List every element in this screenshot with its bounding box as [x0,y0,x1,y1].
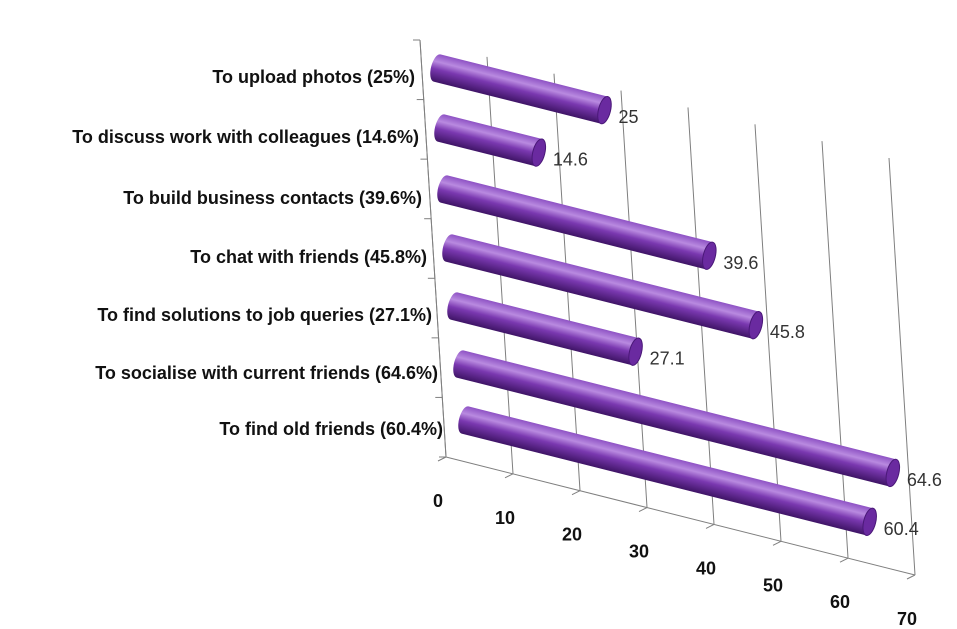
x-tick-label: 70 [897,609,917,629]
data-label: 14.6 [553,150,588,170]
axes [413,39,916,580]
x-tick-mark [906,574,916,580]
x-tick-label: 10 [495,508,515,528]
bar [458,406,877,536]
bar [437,175,717,270]
x-tick-label: 20 [562,525,582,545]
category-label: To chat with friends (45.8%) [190,247,427,267]
category-label: To discuss work with colleagues (14.6%) [72,127,419,147]
category-label: To upload photos (25%) [212,67,415,87]
data-label: 39.6 [723,253,758,273]
bar [434,114,547,167]
data-label: 27.1 [650,349,685,369]
category-label: To build business contacts (39.6%) [123,188,422,208]
bar [453,350,901,488]
category-label: To socialise with current friends (64.6%… [95,363,438,383]
x-tick-label: 50 [763,575,783,595]
x-tick-mark [772,540,782,546]
data-labels: 25 14.6 39.6 45.8 27.1 64.6 60.4 [553,107,942,539]
x-tick-label: 30 [629,542,649,562]
x-tick-labels: 0 10 20 30 40 50 60 70 [433,491,917,629]
gridline [821,141,849,559]
category-labels: To upload photos (25%) To discuss work wi… [72,67,443,439]
category-label: To find solutions to job queries (27.1%) [97,305,432,325]
bars [430,54,901,536]
x-tick-mark [705,523,715,529]
x-tick-mark [638,507,648,513]
x-tick-mark [571,490,581,496]
x-tick-label: 60 [830,592,850,612]
data-label: 64.6 [907,470,942,490]
data-label: 45.8 [770,322,805,342]
x-tick-mark [839,557,849,563]
gridline [754,124,782,542]
data-label: 25 [619,107,639,127]
bar [442,234,764,340]
x-tick-label: 40 [696,558,716,578]
bar [430,54,612,125]
data-label: 60.4 [884,519,919,539]
bar [447,292,643,366]
x-tick-mark [504,473,514,479]
gridline [888,157,916,576]
x-axis-line [445,456,916,576]
x-tick-label: 0 [433,491,443,511]
category-label: To find old friends (60.4%) [219,419,443,439]
x-tick-mark [437,456,447,462]
y-axis-line [419,39,447,458]
